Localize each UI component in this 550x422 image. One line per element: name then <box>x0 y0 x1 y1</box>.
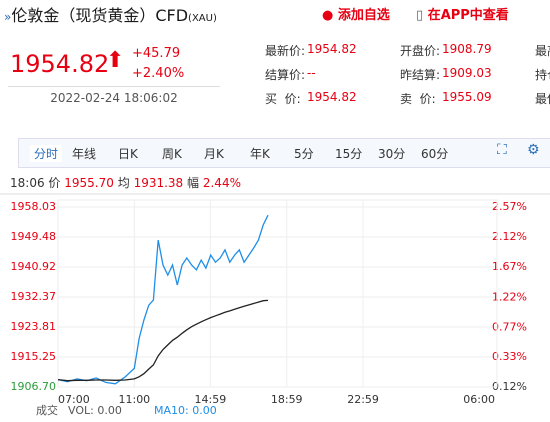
open-app[interactable]: ▯ 在APP中查看 <box>416 8 509 23</box>
field-label: 最新价: <box>265 44 306 58</box>
y2-tick-label: 0.77% <box>492 320 527 333</box>
tab[interactable]: 周K <box>162 147 182 161</box>
info-line: 18:06 价 1955.70 均 1931.38 幅 2.44% <box>10 174 241 191</box>
y-tick-label: 1923.81 <box>11 320 57 333</box>
field-value: 1954.82 <box>307 42 357 56</box>
field-label: 昨结算: <box>400 68 441 82</box>
tab[interactable]: 年线 <box>72 147 97 161</box>
prefix: » <box>4 10 12 24</box>
volume-label: 成交 <box>36 403 58 417</box>
field-label: 最高价: <box>535 44 550 58</box>
x-tick-label: 11:00 <box>118 393 150 406</box>
up-arrow: ⬆ <box>106 48 125 73</box>
title-bar: »伦敦金（现货黄金）CFD(XAU) <box>4 2 217 26</box>
y2-tick-label: 2.12% <box>492 230 527 243</box>
series-line <box>57 299 269 382</box>
x-tick-label: 14:59 <box>195 393 227 406</box>
field-value: -- <box>307 66 316 80</box>
y2-tick-label: 0.33% <box>492 350 527 363</box>
field-label: 持仓: <box>535 68 550 82</box>
tab[interactable]: 日K <box>118 147 138 161</box>
y2-tick-label: 1.22% <box>492 290 527 303</box>
x-tick-label: 18:59 <box>271 393 303 406</box>
tab[interactable]: 60分 <box>421 147 449 161</box>
info-label: 均 <box>117 176 130 190</box>
volume-vol: VOL: 0.00 <box>68 404 122 417</box>
tab[interactable]: 5分 <box>294 147 314 161</box>
info-value: 1955.70 <box>64 176 114 190</box>
add-watch[interactable]: ● 添加自选 <box>322 8 390 23</box>
info-label: 幅 <box>187 176 200 190</box>
series-line <box>57 214 269 385</box>
field-label: 开盘价: <box>400 44 441 58</box>
code: (XAU) <box>188 13 217 24</box>
y-tick-label: 1915.25 <box>11 350 57 363</box>
y2-tick-label: 1.67% <box>492 260 527 273</box>
plot-frame <box>57 199 498 388</box>
y-tick-label: 1949.48 <box>11 230 57 243</box>
field-label: 卖 价: <box>400 92 436 106</box>
volume-ma10: MA10: 0.00 <box>154 404 217 417</box>
settings-icon[interactable]: ⚙ <box>527 142 540 158</box>
y2-tick-label: -0.12% <box>488 380 527 393</box>
change: +45.79 <box>132 46 181 61</box>
field-value: 1909.03 <box>442 66 492 80</box>
x-tick-label: 06:00 <box>463 393 495 406</box>
y-tick-label: 1932.37 <box>11 290 57 303</box>
y-tick-label: 1958.03 <box>11 200 57 213</box>
field-label: 最低价: <box>535 92 550 106</box>
field-value: 1954.82 <box>307 90 357 104</box>
y2-tick-label: 2.57% <box>492 200 527 213</box>
fullscreen-icon[interactable]: ⛶ <box>497 142 507 158</box>
tab-bar <box>18 138 550 168</box>
price: 1954.82 <box>10 50 110 78</box>
title: 伦敦金（现货黄金）CFD <box>11 6 189 25</box>
field-label: 结算价: <box>265 68 306 82</box>
tab[interactable]: 年K <box>250 147 270 161</box>
info-time: 18:06 <box>10 176 45 190</box>
info-value: 2.44% <box>202 176 241 190</box>
info-label: 价 <box>48 176 61 190</box>
field-value: 1955.09 <box>442 90 492 104</box>
tab[interactable]: 月K <box>204 147 224 161</box>
tab[interactable]: 30分 <box>378 147 406 161</box>
tab[interactable]: 15分 <box>335 147 363 161</box>
y-tick-label: 1940.92 <box>11 260 57 273</box>
change-pct: +2.40% <box>132 66 185 81</box>
field-label: 买 价: <box>265 92 301 106</box>
quote-time: 2022-02-24 18:06:02 <box>8 86 220 105</box>
x-tick-label: 22:59 <box>347 393 379 406</box>
x-tick-label: 07:00 <box>58 393 90 406</box>
y-tick-label: 1906.70 <box>11 380 57 393</box>
info-value: 1931.38 <box>133 176 184 190</box>
field-value: 1908.79 <box>442 42 492 56</box>
add-watch-text[interactable]: 添加自选 <box>337 8 390 23</box>
open-app-text[interactable]: 在APP中查看 <box>427 8 509 23</box>
tab[interactable]: 分时 <box>30 145 63 162</box>
